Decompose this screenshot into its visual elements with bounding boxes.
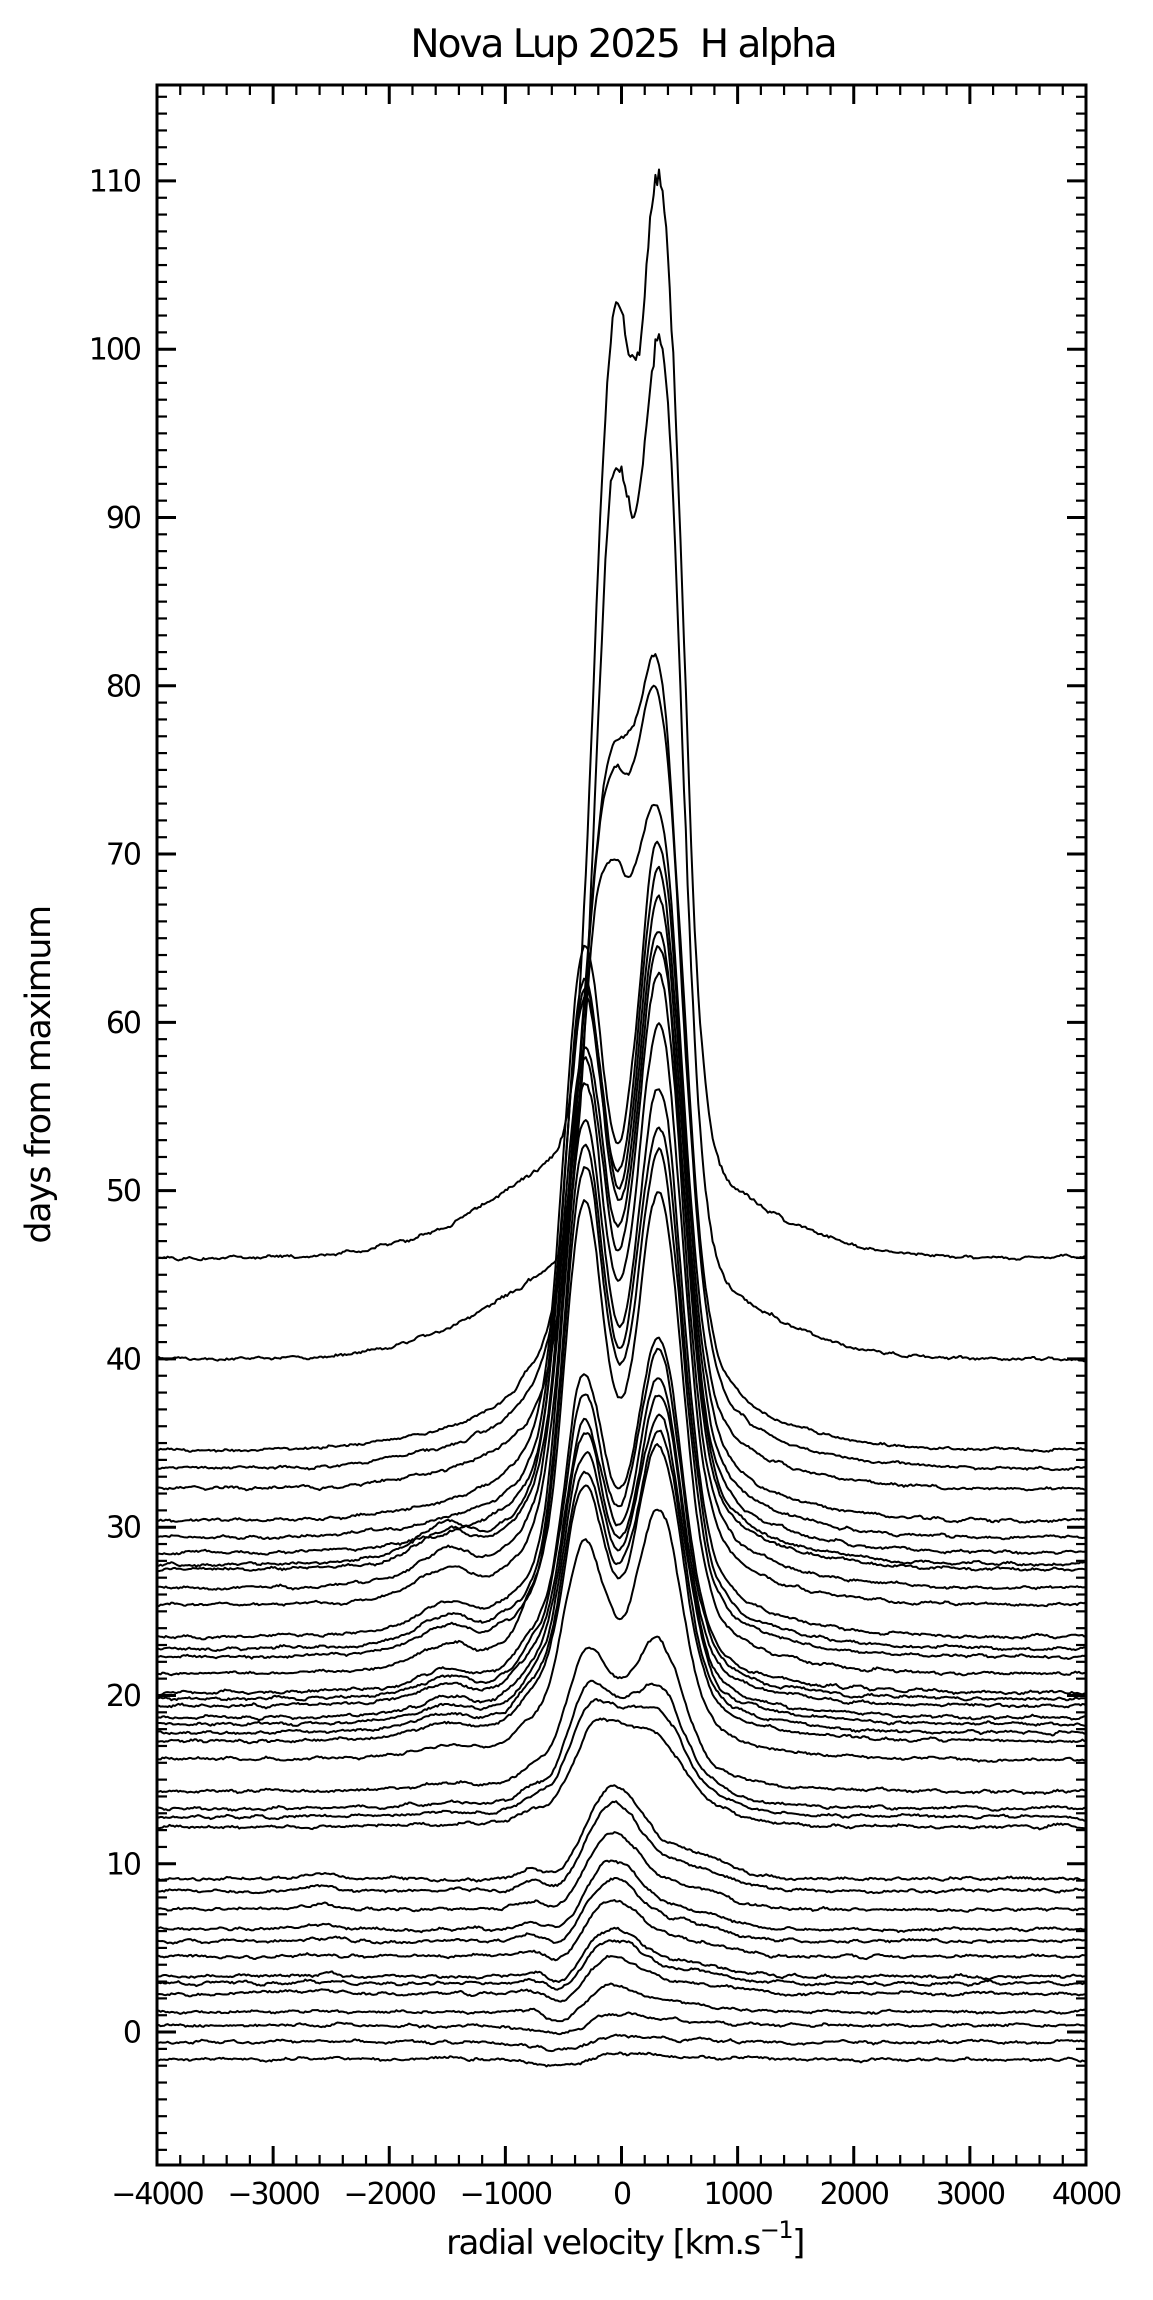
- spectrum-line-day-5.4: [156, 1877, 1087, 1945]
- spectrum-line-day-27.5: [156, 945, 1087, 1573]
- spectrum-line-day-16.2: [156, 1508, 1087, 1763]
- spectrum-line-day-21.3: [156, 1191, 1087, 1677]
- spectrum-line-day-22.8: [156, 1126, 1087, 1652]
- spectrum-line-day-19.4: [156, 1377, 1087, 1710]
- spectrum-line-day-1.2: [156, 1982, 1087, 2023]
- spectrum-line-day-9.1: [156, 1784, 1087, 1883]
- spectrum-line-day-3.3: [156, 1926, 1087, 1983]
- spectrum-line-day-6.1: [156, 1859, 1087, 1934]
- y-tick-label: 0: [123, 2016, 141, 2051]
- x-tick-labels: −4000 −3000 −2000 −1000 0 1000 2000 3000 4000: [111, 2177, 1123, 2212]
- spectrum-line-day-2.3: [156, 1954, 1087, 2003]
- x-axis-label: radial velocity [km.s−1]: [446, 2216, 804, 2263]
- spectrum-line-day--1.6: [156, 2051, 1087, 2068]
- spectrum-line-day-2.9: [156, 1939, 1087, 1991]
- x-tick-label: −4000: [111, 2177, 203, 2212]
- x-tick-label: 1000: [703, 2177, 772, 2212]
- y-tick-label: 50: [106, 1174, 141, 1209]
- y-tick-label: 100: [89, 333, 141, 368]
- spectrum-line-day-25.4: [156, 1022, 1087, 1608]
- spectrum-line-day-28.5: [156, 894, 1087, 1556]
- spectrum-line-day-17.8: [156, 1429, 1087, 1737]
- spectrum-line-day--0.6: [156, 2033, 1087, 2053]
- y-tick-label: 10: [106, 1847, 141, 1882]
- spectrum-line-day-18.7: [156, 1394, 1087, 1722]
- y-tick-label: 30: [106, 1511, 141, 1546]
- plot-title: Nova Lup 2025 H alpha: [410, 22, 835, 67]
- x-tick-label: 0: [613, 2177, 631, 2212]
- spectrum-line-day-23.5: [156, 1088, 1087, 1641]
- spectrum-line-day-46: [156, 168, 1087, 1262]
- y-tick-label: 60: [106, 1006, 141, 1041]
- spectrum-line-day-12.8: [156, 1698, 1087, 1822]
- spectrum-line-day-20.2: [156, 1336, 1087, 1697]
- spectrum-line-day-12.2: [156, 1717, 1087, 1831]
- spectrum-line-day-7.3: [156, 1831, 1087, 1913]
- spectrum-line-day-34.6: [156, 653, 1087, 1453]
- y-tick-labels: 0 10 20 30 40 50 60 70 80 90 100 110: [89, 164, 143, 2051]
- spectrum-line-day-13.3: [156, 1679, 1087, 1812]
- y-axis-ticks: [157, 95, 1086, 2151]
- spectrum-line-day-14.3: [156, 1635, 1087, 1795]
- spectrum-line-day-19.8: [156, 1347, 1087, 1702]
- y-tick-label: 70: [106, 838, 141, 873]
- y-tick-label: 80: [106, 669, 141, 704]
- y-tick-label: 20: [106, 1679, 141, 1714]
- spectrum-line-day-26.4: [156, 971, 1087, 1591]
- x-tick-label: 4000: [1052, 2177, 1121, 2212]
- x-tick-label: 2000: [820, 2177, 889, 2212]
- x-tick-label: −2000: [344, 2177, 436, 2212]
- spectra-lines: [156, 168, 1087, 2068]
- spectrum-line-day-27.8: [156, 931, 1087, 1568]
- y-axis-label: days from maximum: [19, 906, 59, 1243]
- spectrum-line-day-18.3: [156, 1413, 1087, 1728]
- spectrum-line-day-0.4: [156, 2011, 1087, 2036]
- x-tick-label: 3000: [936, 2177, 1005, 2212]
- x-tick-label: −3000: [227, 2177, 319, 2212]
- spectrum-line-day-17.3: [156, 1443, 1087, 1745]
- spectrum-line-day-32.3: [156, 803, 1087, 1492]
- y-tick-label: 90: [106, 501, 141, 536]
- spectrum-line-day-22.3: [156, 1147, 1087, 1660]
- y-tick-label: 40: [106, 1342, 141, 1377]
- x-axis-ticks: [155, 85, 1088, 2165]
- x-tick-label: −1000: [460, 2177, 552, 2212]
- spectrum-line-day-4.5: [156, 1899, 1087, 1962]
- spectrum-line-day-30.4: [156, 840, 1087, 1524]
- spectrum-line-day-29.4: [156, 865, 1087, 1541]
- y-tick-label: 110: [89, 164, 141, 199]
- spectrum-line-day-8.4: [156, 1800, 1087, 1895]
- spectrum-line-day-33.5: [156, 684, 1087, 1472]
- spectrum-line-day-40: [156, 333, 1087, 1363]
